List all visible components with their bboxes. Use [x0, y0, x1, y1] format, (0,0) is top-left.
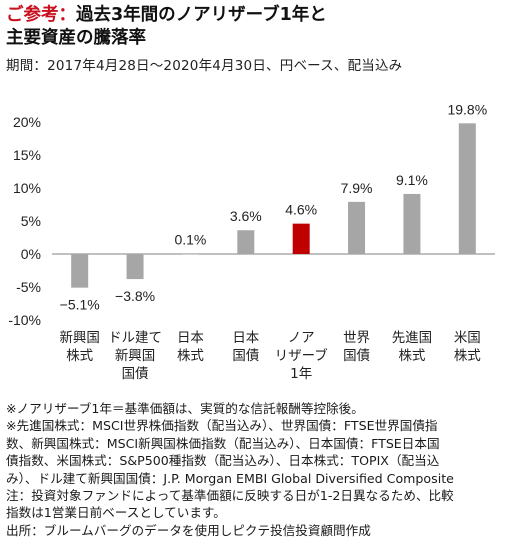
y-tick-label: -10%: [8, 312, 41, 328]
bar: [458, 123, 476, 254]
data-label: 19.8%: [447, 101, 487, 117]
footnote-line: 注：投資対象ファンドによって基準価額に反映する日が1-2日異なるため、比較: [6, 488, 454, 504]
category-label: リザーブ: [275, 347, 329, 364]
category-label: 日本: [177, 330, 204, 346]
category-label: 先進国: [392, 330, 433, 346]
footnote-line: 債指数、米国株式：S&P500種指数（配当込み）、日本株式：TOPIX（配当込: [6, 453, 440, 469]
category-label: 株式: [398, 348, 425, 364]
category-label: 世界: [343, 330, 370, 346]
footnote-line: 出所：ブルームバーグのデータを使用しピクテ投信投資顧問作成: [6, 522, 371, 538]
category-label: 株式: [177, 348, 204, 364]
category-label: 国債: [232, 348, 259, 364]
footnotes: ※ノアリザーブ1年＝基準価額は、実質的な信託報酬等控除後。 ※先進国株式：MSCI…: [6, 400, 511, 539]
y-tick-label: -5%: [16, 279, 41, 295]
y-tick-label: 0%: [21, 246, 41, 262]
y-tick-label: 20%: [13, 114, 41, 130]
category-label: 国債: [343, 348, 370, 364]
bar: [237, 230, 255, 254]
category-label: 新興国: [115, 348, 156, 364]
title-line1: 過去3年間のノアリザーブ1年と: [76, 5, 327, 25]
bar: [348, 201, 366, 254]
y-tick-label: 15%: [13, 147, 41, 163]
bar: [181, 253, 199, 255]
title-prefix: ご参考：: [6, 5, 76, 25]
footnote-line: 数、新興国株式：MSCI新興国株価指数（配当込み）、日本国債：FTSE日本国: [6, 435, 440, 451]
bar-chart: 20%15%10%5%0%-5%-10%−5.1%新興国株式−3.8%ドル建て新…: [8, 101, 495, 382]
category-label: 米国: [454, 330, 481, 346]
data-label: 3.6%: [230, 208, 262, 224]
y-tick-label: 5%: [21, 213, 41, 229]
bar: [126, 254, 144, 280]
footnote-line: み）、ドル建て新興国国債：J.P. Morgan EMBI Global Div…: [6, 470, 454, 486]
category-label: 新興国: [59, 330, 100, 346]
footnote-line: 指数は1営業日前ベースとしています。: [6, 505, 226, 521]
period-subtitle: 期間：2017年4月28日～2020年4月30日、円ベース、配当込み: [6, 58, 403, 74]
footnote-line: ※先進国株式：MSCI世界株価指数（配当込み）、世界国債：FTSE世界国債指: [6, 418, 438, 434]
data-label: −5.1%: [60, 297, 100, 313]
category-label: 国債: [122, 366, 149, 382]
data-label: 7.9%: [341, 180, 373, 196]
bar: [403, 193, 421, 254]
y-tick-label: 10%: [13, 180, 41, 196]
data-label: 9.1%: [396, 172, 428, 188]
category-label: 株式: [66, 348, 93, 364]
bar: [71, 254, 89, 288]
category-label: ノア: [288, 330, 315, 346]
category-label: 日本: [232, 330, 259, 346]
data-label: 0.1%: [174, 231, 206, 247]
data-label: 4.6%: [285, 202, 317, 218]
title-line2: 主要資産の騰落率: [6, 28, 146, 48]
category-label: 株式: [454, 348, 481, 364]
footnote-line: ※ノアリザーブ1年＝基準価額は、実質的な信託報酬等控除後。: [6, 401, 364, 416]
chart-title: ご参考：過去3年間のノアリザーブ1年と 主要資産の騰落率: [6, 4, 327, 50]
data-label: −3.8%: [115, 288, 155, 304]
category-label: ドル建て: [108, 330, 162, 346]
bar: [292, 223, 310, 254]
category-label: 1年: [290, 366, 312, 382]
